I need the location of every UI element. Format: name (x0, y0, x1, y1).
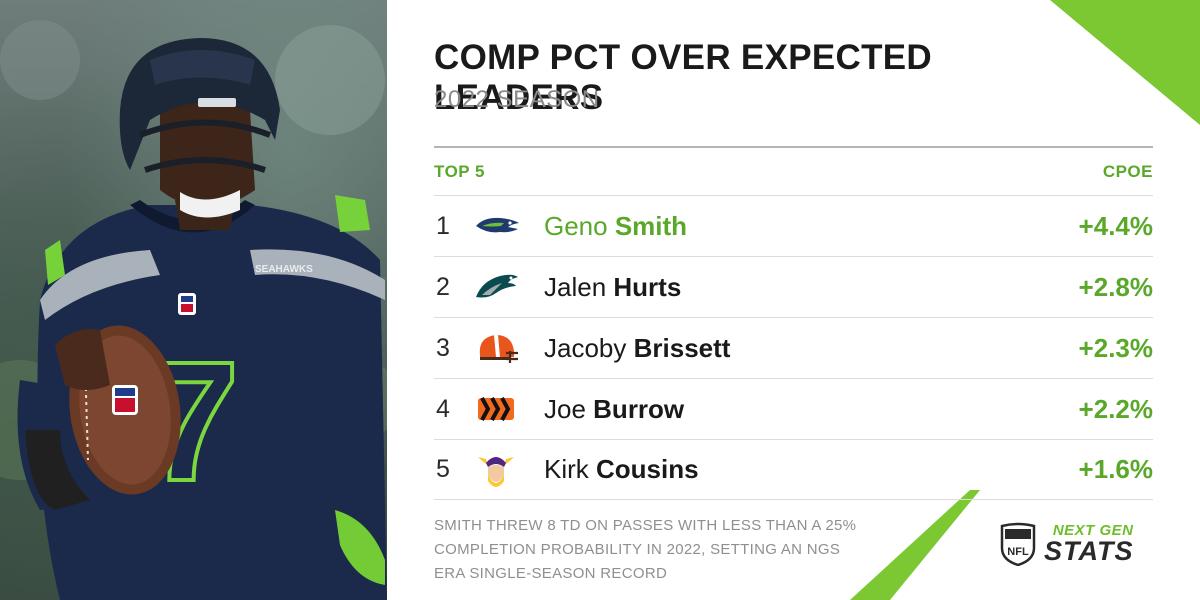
seahawks-logo-icon (474, 206, 544, 246)
bengals-logo-icon (474, 389, 544, 429)
player-photo: SEAHAWKS 7 (0, 0, 387, 600)
player-first-name: Kirk (544, 454, 589, 484)
header-divider (434, 146, 1153, 148)
player-first-name: Jacoby (544, 332, 627, 363)
table-row: 5 Kirk Cousins +1.6% (434, 439, 1153, 500)
player-photo-illustration: SEAHAWKS 7 (0, 20, 387, 600)
player-name: Jacoby Brissett (544, 333, 1079, 364)
nfl-shield-text: NFL (1007, 546, 1029, 558)
table-row: 3 Jacoby Brissett +2.3% (434, 317, 1153, 378)
nfl-shield-icon: NFL (1000, 522, 1036, 566)
player-last-name: Hurts (613, 271, 682, 302)
vikings-logo-icon (474, 450, 544, 490)
rank-number: 2 (436, 272, 450, 301)
rank-number: 3 (436, 333, 450, 362)
player-name: Jalen Hurts (544, 272, 1079, 303)
player-last-name: Burrow (593, 393, 685, 424)
table-row: 4 Joe Burrow +2.2% (434, 378, 1153, 439)
cpoe-value: +2.2% (1078, 393, 1153, 424)
cpoe-value: +4.4% (1078, 210, 1153, 241)
player-first-name: Geno (544, 210, 608, 241)
rank-number: 5 (436, 455, 450, 483)
player-name: Joe Burrow (544, 394, 1079, 425)
player-name: Geno Smith (544, 211, 1079, 242)
column-header-rank: TOP 5 (434, 162, 486, 181)
brand-stats: STATS (1044, 536, 1134, 566)
player-last-name: Cousins (596, 454, 699, 484)
jersey-wordmark: SEAHAWKS (255, 264, 313, 275)
player-last-name: Brissett (633, 332, 731, 363)
brand-next-gen: NEXT GEN (1052, 522, 1134, 539)
cpoe-value: +2.3% (1078, 332, 1153, 363)
cpoe-value: +1.6% (1078, 454, 1153, 484)
cpoe-value: +2.8% (1078, 271, 1153, 302)
footnote: SMITH THREW 8 TD ON PASSES WITH LESS THA… (434, 517, 857, 582)
rank-number: 4 (436, 394, 450, 423)
table-row: 1 Geno Smith +4.4% (434, 195, 1153, 256)
next-gen-stats-logo: NFL NEXT GEN STATS (1000, 522, 1134, 566)
eagles-logo-icon (474, 267, 544, 307)
player-last-name: Smith (614, 210, 688, 241)
bottom-decor-stripe (850, 490, 980, 600)
page-subtitle: 2022 SEASON (434, 86, 600, 113)
player-first-name: Joe (544, 393, 586, 424)
browns-logo-icon (474, 328, 544, 368)
leaderboard-table: 1 Geno Smith +4.4% 2 Jalen Hurts +2 (434, 195, 1153, 500)
player-name: Kirk Cousins (544, 454, 1079, 485)
column-header-cpoe: CPOE (1102, 162, 1153, 181)
page-title: COMP PCT OVER EXPECTED LEADERS (434, 38, 932, 117)
player-first-name: Jalen (544, 271, 607, 302)
top-right-decor-stripe (1050, 0, 1200, 125)
table-row: 2 Jalen Hurts +2.8% (434, 256, 1153, 317)
rank-number: 1 (436, 211, 450, 240)
